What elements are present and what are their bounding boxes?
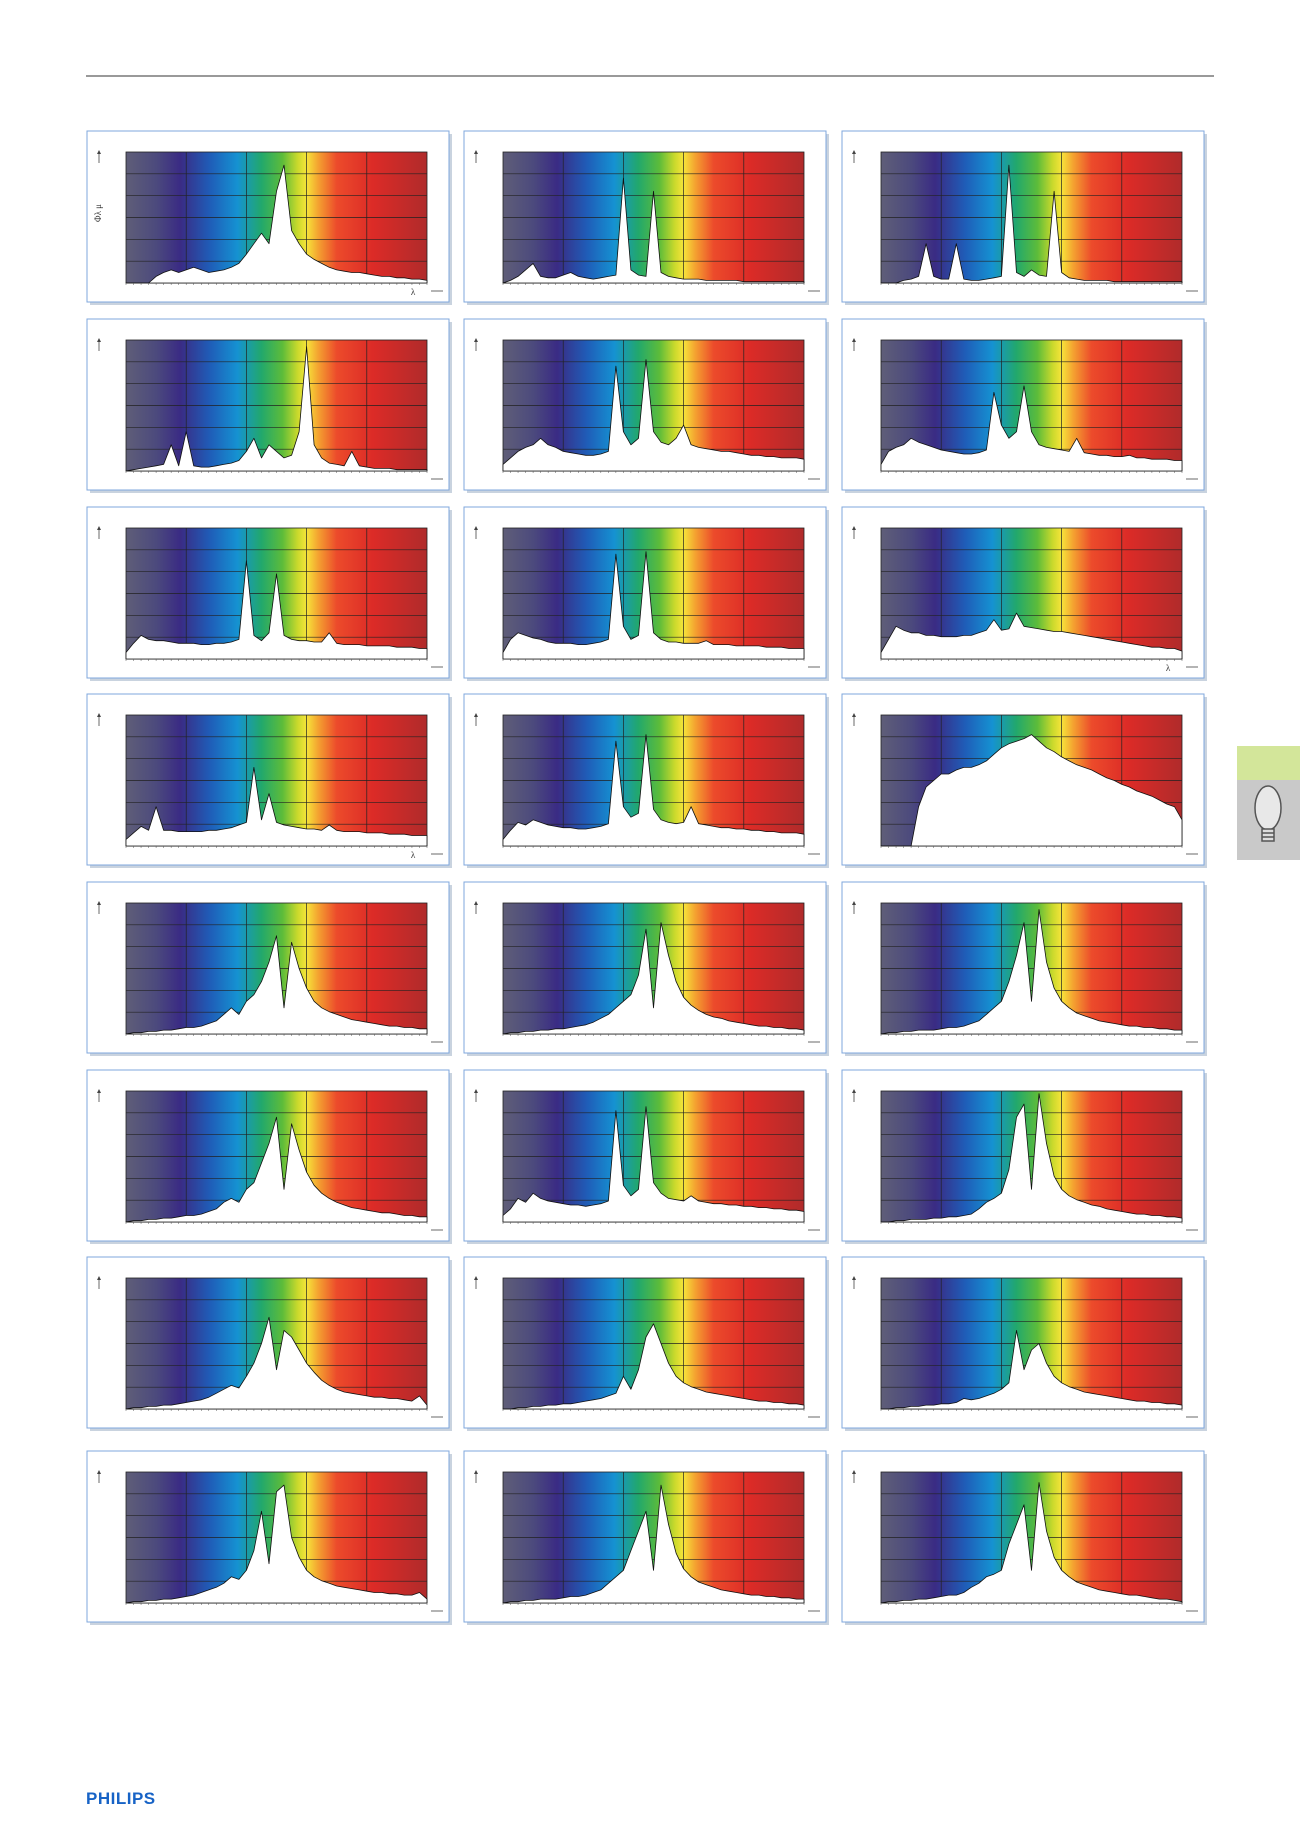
axis-arrow-head: [852, 526, 856, 530]
spectrum-panel: λ: [86, 693, 452, 868]
spectrum-area: [502, 551, 805, 660]
spectrum-panel: [463, 1069, 829, 1244]
axis-arrow-head: [474, 1089, 478, 1093]
x-axis-label: λ: [411, 850, 416, 860]
spectrum-panel: [463, 881, 829, 1056]
spectrum-panel: [86, 1256, 452, 1431]
brand-logo: PHILIPS: [86, 1789, 156, 1808]
spectrum-area: [502, 922, 805, 1035]
axis-arrow-head: [852, 1089, 856, 1093]
spectrum-area: [502, 1323, 805, 1410]
spectrum-panel: [86, 506, 452, 681]
spectrum-area: [880, 612, 1183, 660]
spectrum-panel: [86, 1069, 452, 1244]
axis-arrow-head: [474, 1276, 478, 1280]
spectrum-panel: [463, 318, 829, 493]
axis-arrow-head: [852, 150, 856, 154]
axis-arrow-head: [852, 901, 856, 905]
spectrum-area: [125, 1484, 428, 1604]
spectrum-area: [502, 1106, 805, 1223]
spectrum-panel: [86, 881, 452, 1056]
spectrum-area: [880, 734, 1183, 847]
axis-arrow-head: [852, 1276, 856, 1280]
lamp-icon: [1254, 785, 1282, 842]
spectrum-area: [880, 1330, 1183, 1410]
x-axis-label: λ: [1166, 663, 1171, 673]
spectrum-panel: [86, 1450, 452, 1625]
spectrum-area: [502, 1484, 805, 1604]
spectrum-panel: Φλ μ λ: [86, 130, 452, 305]
axis-arrow-head: [97, 901, 101, 905]
spectrum-panel: [841, 1450, 1207, 1625]
y-axis-label: Φλ μ: [93, 204, 103, 222]
spectrum-area: [125, 164, 428, 284]
spectrum-panel: [841, 130, 1207, 305]
section-tab: [1237, 746, 1300, 780]
axis-arrow-head: [474, 1470, 478, 1474]
spectrum-area: [880, 909, 1183, 1035]
spectrum-panel: [86, 318, 452, 493]
spectrum-panel: [841, 693, 1207, 868]
axis-arrow-head: [852, 338, 856, 342]
spectrum-area: [880, 385, 1183, 472]
spectrum-area: [502, 734, 805, 847]
spectrum-panel: [841, 881, 1207, 1056]
axis-arrow-head: [97, 526, 101, 530]
axis-arrow-head: [97, 338, 101, 342]
spectrum-panel: [463, 506, 829, 681]
axis-arrow-head: [852, 1470, 856, 1474]
axis-arrow-head: [474, 150, 478, 154]
spectrum-panel: [463, 1450, 829, 1625]
spectrum-area: [880, 1482, 1183, 1604]
spectrum-area: [125, 346, 428, 472]
spectrum-area: [502, 359, 805, 472]
spectrum-area: [502, 177, 805, 284]
axis-arrow-head: [97, 1089, 101, 1093]
spectrum-panel: λ: [841, 506, 1207, 681]
axis-arrow-head: [474, 526, 478, 530]
axis-arrow-head: [97, 713, 101, 717]
spectrum-panel: [841, 1069, 1207, 1244]
axis-arrow-head: [474, 713, 478, 717]
spectrum-panel: [463, 693, 829, 868]
axis-arrow-head: [474, 338, 478, 342]
x-axis-label: λ: [411, 287, 416, 297]
axis-arrow-head: [852, 713, 856, 717]
axis-arrow-head: [97, 1470, 101, 1474]
spectrum-area: [880, 1093, 1183, 1223]
axis-arrow-head: [97, 1276, 101, 1280]
axis-arrow-head: [97, 150, 101, 154]
axis-arrow-head: [474, 901, 478, 905]
spectrum-area: [125, 1316, 428, 1410]
spectrum-panel: [463, 1256, 829, 1431]
spectrum-area: [125, 935, 428, 1035]
spectrum-area: [125, 767, 428, 847]
spectrum-panel: [841, 318, 1207, 493]
spectrum-area: [880, 164, 1183, 284]
spectrum-panel: [463, 130, 829, 305]
spectrum-area: [125, 560, 428, 660]
spectrum-panel: [841, 1256, 1207, 1431]
spectrum-area: [125, 1116, 428, 1223]
